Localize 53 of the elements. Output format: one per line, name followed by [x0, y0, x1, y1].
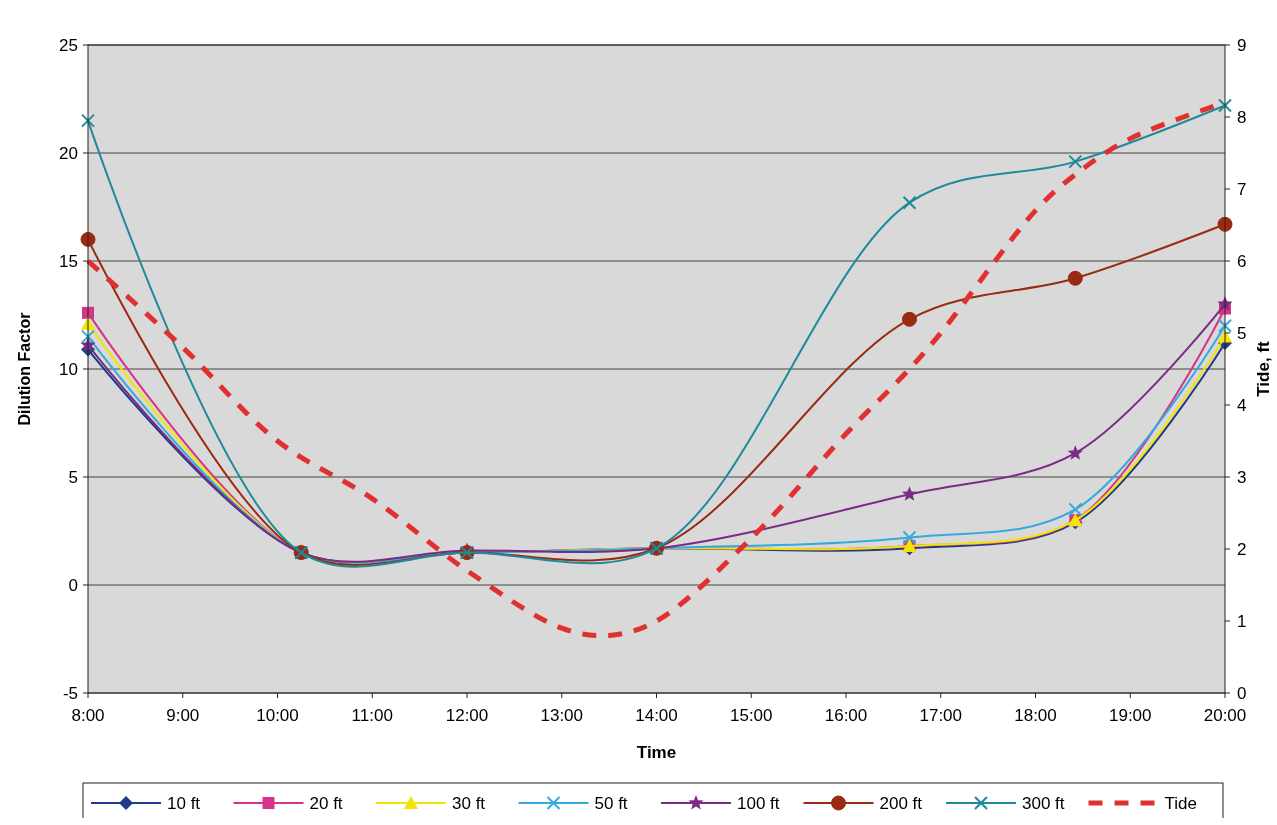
x-axis-title: Time [636, 743, 677, 762]
y2-tick-label: 5 [1237, 323, 1247, 343]
legend-label: 20 ft [309, 793, 343, 813]
y2-tick-label: 0 [1237, 683, 1247, 703]
x-tick-label: 9:00 [166, 706, 200, 725]
legend-label: Tide [1164, 793, 1197, 813]
point [901, 486, 918, 501]
legend-label: 30 ft [452, 793, 486, 813]
point [1218, 98, 1232, 113]
point [902, 530, 917, 545]
y-tick-label: 10 [59, 359, 78, 379]
point [81, 113, 95, 128]
legend-label: 200 ft [879, 793, 923, 813]
y-tick-label: 20 [59, 143, 78, 163]
x-tick-label: 13:00 [540, 706, 584, 725]
y-axis-title: Dilution Factor [16, 312, 33, 426]
point [1067, 270, 1083, 286]
y2-tick-label: 4 [1237, 395, 1247, 415]
legend-label: 10 ft [167, 793, 201, 813]
y2-tick-label: 7 [1237, 179, 1247, 199]
y-tick-label: 5 [68, 467, 78, 487]
x-tick-label: 8:00 [71, 706, 105, 725]
y2-tick-label: 2 [1237, 539, 1247, 559]
x-tick-label: 16:00 [824, 706, 868, 725]
point [1068, 154, 1083, 169]
y-tick-label: 0 [68, 575, 78, 595]
legend-label: 100 ft [737, 793, 780, 813]
point [902, 195, 917, 210]
x-tick-label: 14:00 [635, 706, 678, 725]
x-tick-label: 18:00 [1014, 706, 1057, 725]
y-tick-label: -5 [62, 683, 78, 703]
y2-tick-label: 1 [1237, 611, 1247, 631]
y2-tick-label: 3 [1237, 467, 1247, 487]
point [1067, 445, 1083, 460]
point [1218, 318, 1232, 333]
x-tick-label: 15:00 [729, 706, 773, 725]
point [901, 311, 917, 327]
y2-tick-label: 6 [1237, 251, 1247, 271]
x-tick-label: 17:00 [919, 706, 963, 725]
x-tick-label: 10:00 [256, 706, 299, 725]
y2-axis-title: Tide, ft [1254, 340, 1273, 397]
x-tick-label: 11:00 [351, 706, 393, 725]
x-tick-label: 12:00 [445, 706, 489, 725]
x-tick-label: 19:00 [1108, 706, 1152, 725]
point [81, 329, 95, 344]
y-tick-label: 25 [59, 35, 78, 55]
y-tick-label: 15 [59, 251, 78, 271]
y2-tick-label: 8 [1237, 107, 1247, 127]
y2-tick-label: 9 [1237, 35, 1247, 55]
legend-label: 300 ft [1022, 793, 1065, 813]
legend-label: 50 ft [594, 793, 628, 813]
x-tick-label: 20:00 [1203, 706, 1247, 725]
point [1068, 502, 1083, 517]
